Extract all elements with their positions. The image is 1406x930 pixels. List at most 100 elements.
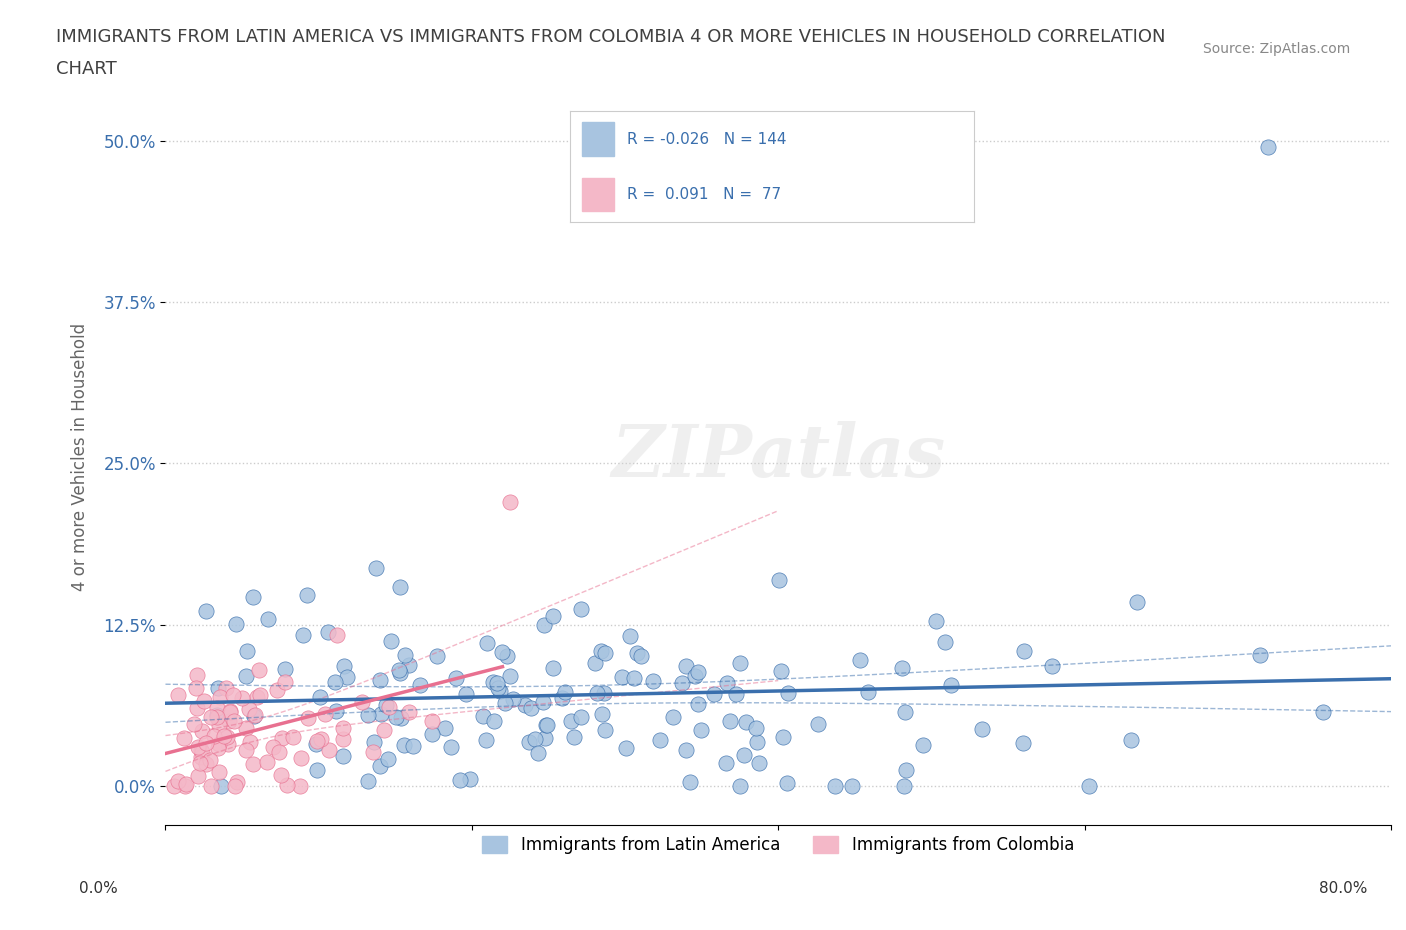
Point <box>191 724 214 738</box>
Point <box>398 705 420 720</box>
Point <box>1040 658 1063 673</box>
Point <box>314 706 336 721</box>
Point <box>357 774 380 789</box>
Point <box>207 680 229 695</box>
Point <box>583 656 606 671</box>
Point <box>934 634 956 649</box>
Point <box>569 602 592 617</box>
Point <box>235 721 257 736</box>
Point <box>291 628 314 643</box>
Point <box>217 737 239 751</box>
Point <box>361 744 384 759</box>
Point <box>200 778 222 793</box>
Point <box>686 697 709 711</box>
Text: ZIPatlas: ZIPatlas <box>612 421 945 493</box>
Point <box>641 673 664 688</box>
Point <box>499 668 522 683</box>
Point <box>297 711 319 725</box>
Point <box>716 675 738 690</box>
Point <box>744 721 766 736</box>
Point <box>242 589 264 604</box>
Point <box>208 718 231 733</box>
Point <box>550 691 572 706</box>
Point <box>939 677 962 692</box>
Point <box>174 777 197 791</box>
Point <box>236 644 259 658</box>
Point <box>208 764 231 779</box>
Point <box>614 740 637 755</box>
Point <box>364 561 387 576</box>
Legend: Immigrants from Latin America, Immigrants from Colombia: Immigrants from Latin America, Immigrant… <box>475 829 1081 860</box>
Point <box>1077 778 1099 793</box>
Text: 0.0%: 0.0% <box>79 881 118 896</box>
Point <box>409 678 432 693</box>
Point <box>318 742 340 757</box>
Point <box>308 689 330 704</box>
Point <box>768 572 790 587</box>
Point <box>186 668 208 683</box>
Point <box>718 713 741 728</box>
Point <box>475 635 498 650</box>
Point <box>496 649 519 664</box>
Point <box>218 713 240 728</box>
Point <box>305 737 328 751</box>
Point <box>728 656 751 671</box>
Point <box>891 661 914 676</box>
Point <box>388 580 411 595</box>
Point <box>486 676 509 691</box>
Point <box>472 709 495 724</box>
Point <box>398 658 420 672</box>
Point <box>449 773 471 788</box>
Point <box>219 704 242 719</box>
Point <box>200 710 222 724</box>
Point <box>745 735 768 750</box>
Point <box>856 684 879 699</box>
Point <box>824 778 846 793</box>
Point <box>420 726 443 741</box>
Point <box>167 688 190 703</box>
Point <box>332 749 354 764</box>
Point <box>554 684 576 699</box>
Point <box>375 698 398 712</box>
Point <box>734 714 756 729</box>
Point <box>517 735 540 750</box>
Point <box>725 686 748 701</box>
Point <box>335 670 357 684</box>
Point <box>173 731 195 746</box>
Point <box>316 625 339 640</box>
Point <box>235 669 257 684</box>
Point <box>675 659 697 674</box>
Point <box>174 778 197 793</box>
Point <box>235 743 257 758</box>
Point <box>541 609 564 624</box>
Point <box>389 666 412 681</box>
Point <box>527 746 550 761</box>
Y-axis label: 4 or more Vehicles in Household: 4 or more Vehicles in Household <box>72 323 89 591</box>
Point <box>209 778 232 793</box>
Point <box>224 778 246 793</box>
Point <box>924 613 946 628</box>
Point <box>356 708 378 723</box>
Point <box>474 732 496 747</box>
Point <box>288 778 311 793</box>
Point <box>513 698 536 712</box>
Point <box>662 710 685 724</box>
Point <box>231 690 253 705</box>
Point <box>536 718 558 733</box>
Point <box>569 710 592 724</box>
Point <box>775 776 797 790</box>
Point <box>426 648 449 663</box>
Point <box>195 736 218 751</box>
Point <box>242 756 264 771</box>
Point <box>689 723 711 737</box>
Point <box>489 684 512 698</box>
Point <box>541 660 564 675</box>
Point <box>524 732 547 747</box>
Point <box>190 743 212 758</box>
Point <box>195 604 218 618</box>
Point <box>595 723 617 737</box>
Point <box>482 675 505 690</box>
Point <box>207 708 229 723</box>
Point <box>208 690 231 705</box>
Text: 80.0%: 80.0% <box>1319 881 1367 896</box>
